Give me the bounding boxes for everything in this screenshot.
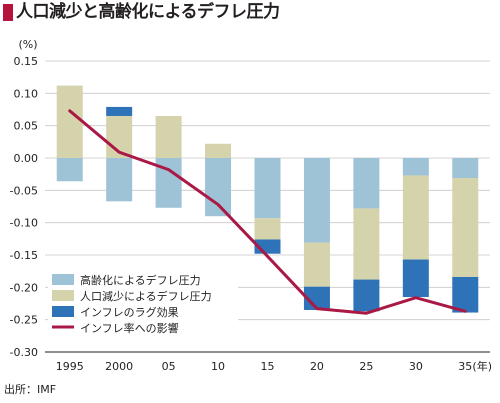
y-axis-unit: (%) — [18, 38, 37, 51]
bar-segment — [106, 158, 133, 202]
title-marker — [3, 4, 13, 21]
y-tick-label: -0.30 — [10, 346, 38, 359]
legend-swatch — [52, 306, 74, 317]
x-tick-label: 25 — [359, 360, 373, 373]
bar-segment — [402, 259, 429, 298]
x-axis-unit: (年) — [472, 359, 492, 373]
x-tick-label: 2000 — [105, 360, 133, 373]
legend-swatch — [52, 274, 74, 285]
bars — [56, 85, 479, 313]
legend-swatch — [52, 290, 74, 301]
bar-segment — [303, 286, 330, 310]
y-tick-label: -0.15 — [10, 249, 38, 262]
y-tick-label: 0.05 — [14, 120, 39, 133]
bar-segment — [56, 158, 83, 182]
y-tick-label: -0.10 — [10, 217, 38, 230]
impact-line-path — [68, 109, 467, 315]
bar-segment — [254, 218, 281, 240]
bar-segment — [155, 115, 182, 158]
legend: 高齢化によるデフレ圧力人口減少によるデフレ圧力インフレのラグ効果インフレ率への影… — [48, 268, 238, 338]
bar-segment — [254, 158, 281, 219]
y-tick-label: -0.20 — [10, 281, 38, 294]
bar-segment — [205, 158, 232, 217]
x-tick-label: 10 — [211, 360, 225, 373]
bar-segment — [353, 208, 380, 280]
x-tick-label: 05 — [162, 360, 176, 373]
bar-segment — [303, 158, 330, 243]
bar-segment — [205, 143, 232, 158]
x-tick-label: 1995 — [56, 360, 84, 373]
bar-segment — [106, 106, 133, 116]
bar-segment — [402, 158, 429, 176]
y-tick-label: -0.25 — [10, 314, 38, 327]
bar-segment — [353, 158, 380, 209]
y-tick-label: 0.10 — [14, 87, 39, 100]
bar-segment — [452, 158, 479, 179]
bar-segment — [402, 175, 429, 260]
axes: 0.15 0.10 0.05 0.00 -0.05 -0.10 -0.15 -0.20 -0.2… — [10, 38, 492, 373]
bar-segment — [353, 279, 380, 312]
legend-label: インフレのラグ効果 — [80, 305, 179, 319]
bar-segment — [452, 276, 479, 313]
chart-title: 人口減少と高齢化によるデフレ圧力 — [16, 2, 280, 22]
impact-line — [68, 109, 467, 315]
legend-label: 人口減少によるデフレ圧力 — [80, 289, 212, 303]
y-tick-label: 0.00 — [14, 152, 39, 165]
x-tick-label: 20 — [310, 360, 324, 373]
x-tick-label: 35 — [458, 360, 472, 373]
bar-segment — [303, 242, 330, 287]
x-tick-label: 15 — [261, 360, 275, 373]
y-tick-label: -0.05 — [10, 184, 38, 197]
legend-background — [48, 268, 238, 338]
x-tick-label: 30 — [409, 360, 423, 373]
y-tick-label: 0.15 — [14, 55, 39, 68]
legend-label: 高齢化によるデフレ圧力 — [80, 273, 201, 287]
bar-segment — [56, 85, 83, 158]
legend-label: インフレ率への影響 — [80, 321, 179, 335]
bar-segment — [452, 178, 479, 277]
source-note: 出所：IMF — [4, 383, 57, 396]
